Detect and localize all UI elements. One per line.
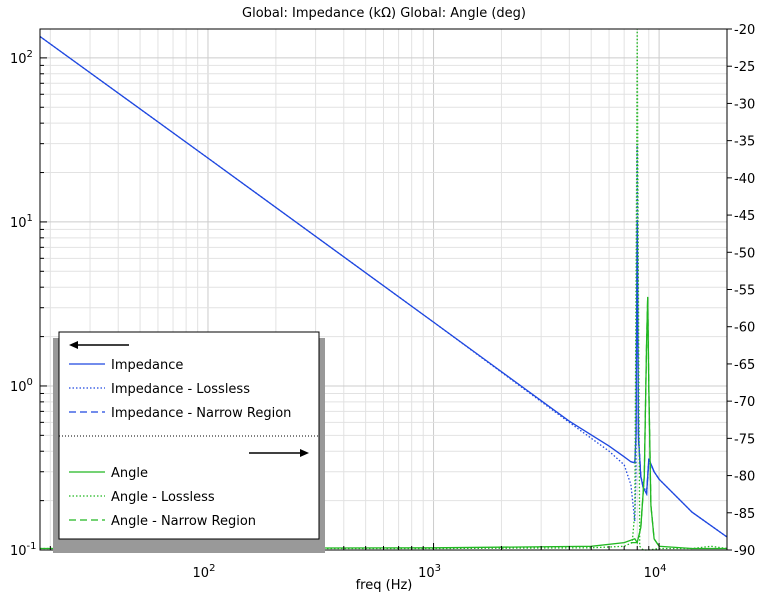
y-right-tick-label: -80 [734,470,755,485]
legend-label: Angle - Lossless [111,490,215,505]
legend-label: Impedance - Lossless [111,382,250,397]
legend: Impedance Impedance - Lossless Impedance -… [53,331,325,553]
series-line-angle-lossless [40,28,728,551]
legend-label: Impedance - Narrow Region [111,406,291,421]
legend-label: Angle - Narrow Region [111,514,256,529]
legend-label: Angle [111,466,148,481]
plot-series [39,28,728,551]
x-tick-label: 102 [193,563,216,581]
y-right-tick-label: -45 [734,209,755,224]
y-right-tick-label: -20 [734,23,755,38]
y-left-tick-label: 101 [10,213,33,231]
y-right-tick-label: -30 [734,97,755,112]
y-right-tick-label: -50 [734,246,755,261]
x-tick-label: 103 [418,563,441,581]
series-line-impedance-lossless [39,35,728,538]
legend-left-arrow-head [69,341,78,349]
y-left-tick-label: 102 [10,49,33,67]
y-right-tick-label: -70 [734,395,755,410]
chart-title: Global: Impedance (kΩ) Global: Angle (de… [242,6,526,21]
legend-label: Impedance [111,358,183,373]
y-right-tick-label: -40 [734,172,755,187]
grid [40,29,728,551]
y-right-tick-label: -90 [734,544,755,559]
y-right-tick-label: -75 [734,432,755,447]
y-left-tick-label: 10-1 [10,541,37,559]
y-right-tick-label: -55 [734,284,755,299]
x-tick-label: 104 [644,563,667,581]
y-right-tick-label: -85 [734,507,755,522]
y-right-tick-label: -25 [734,60,755,75]
y-right-tick-label: -65 [734,358,755,373]
y-right-tick-label: -60 [734,321,755,336]
axis-ticks: 102 103 104 10-1 100 101 102 -20 -25 -30 -35 -40 -45… [10,23,755,581]
legend-right-arrow-head [300,449,309,457]
y-right-tick-label: -35 [734,135,755,150]
x-axis-label: freq (Hz) [356,578,413,593]
series-line-impedance-narrow-region [630,221,660,497]
series-line-angle-narrow-region [630,296,660,547]
y-left-tick-label: 100 [10,377,33,395]
